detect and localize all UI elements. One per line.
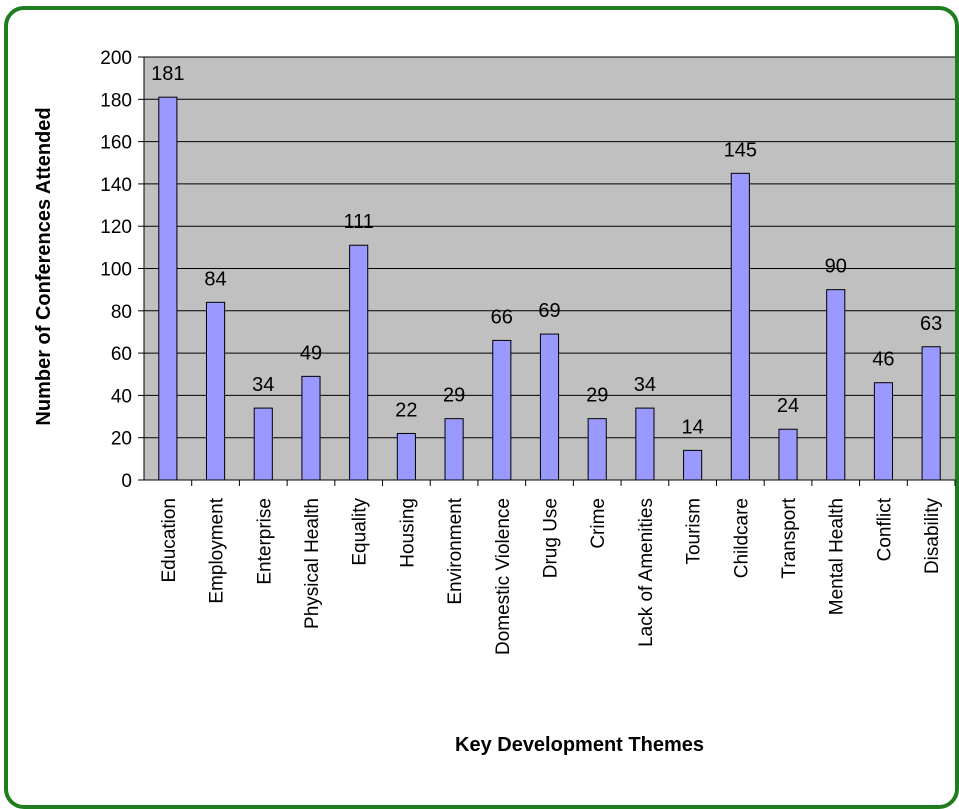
y-tick-label: 140 — [100, 175, 132, 196]
data-label: 29 — [586, 385, 608, 407]
data-label: 111 — [343, 211, 373, 233]
x-tick-label: Childcare — [731, 498, 752, 578]
data-label: 29 — [443, 385, 465, 407]
y-axis-title: Number of Conferences Attended — [33, 107, 55, 425]
data-label: 63 — [920, 313, 942, 335]
x-tick-label: Employment — [207, 497, 228, 603]
bar — [587, 418, 607, 481]
bar — [730, 172, 750, 481]
data-label: 66 — [491, 306, 513, 328]
data-label: 34 — [634, 374, 656, 396]
x-tick-label: Drug Use — [541, 498, 562, 578]
bar — [683, 449, 703, 481]
x-tick-label: Housing — [397, 498, 418, 568]
data-label: 84 — [204, 268, 226, 290]
bar — [921, 346, 941, 481]
x-tick-label: Conflict — [874, 497, 895, 561]
data-label: 14 — [681, 416, 703, 438]
x-tick-label: Tourism — [684, 498, 705, 565]
labels: 0 20 40 60 80 100 120 140 160 180 200 181 Education 8… — [100, 48, 943, 655]
y-tick-label: 200 — [100, 48, 132, 69]
bar — [873, 382, 894, 481]
y-tick-label: 160 — [100, 133, 132, 154]
data-label: 22 — [395, 399, 417, 421]
data-label: 69 — [538, 300, 560, 322]
x-tick-label: Physical Health — [302, 498, 323, 629]
bar — [826, 289, 846, 481]
data-label: 145 — [724, 139, 757, 161]
x-tick-label: Disability — [922, 498, 943, 575]
bar — [349, 244, 369, 481]
y-tick-label: 20 — [111, 429, 132, 450]
y-tick-label: 0 — [121, 471, 132, 492]
x-tick-label: Lack of Amenities — [636, 498, 657, 647]
y-tick-label: 80 — [111, 302, 132, 323]
x-tick-label: Mental Health — [827, 498, 848, 615]
y-tick-label: 100 — [100, 260, 132, 281]
x-axis-title: Key Development Themes — [455, 734, 704, 756]
x-tick-label: Education — [159, 498, 180, 583]
bar-chart: 0 20 40 60 80 100 120 140 160 180 200 181 Education 8… — [33, 48, 956, 756]
bar — [778, 428, 798, 481]
data-label: 90 — [825, 256, 847, 278]
x-tick-label: Equality — [350, 498, 371, 566]
bars — [158, 96, 941, 481]
x-tick-label: Crime — [588, 498, 609, 549]
data-label: 34 — [252, 374, 274, 396]
bar — [205, 301, 226, 481]
y-tick-label: 60 — [111, 344, 132, 365]
bar — [253, 407, 273, 481]
data-label: 46 — [872, 349, 894, 371]
axes — [138, 56, 956, 486]
x-tick-label: Enterprise — [254, 498, 275, 585]
x-tick-label: Domestic Violence — [493, 498, 514, 655]
bar — [539, 333, 560, 481]
bar — [635, 407, 655, 481]
data-label: 181 — [151, 63, 184, 85]
bar — [301, 375, 321, 481]
y-tick-label: 40 — [111, 386, 132, 407]
x-tick-label: Environment — [445, 497, 466, 604]
data-label: 49 — [300, 342, 322, 364]
bar — [396, 432, 416, 481]
y-tick-label: 120 — [100, 217, 132, 238]
bar — [492, 339, 512, 481]
data-label: 24 — [777, 395, 799, 417]
x-tick-label: Transport — [779, 497, 800, 578]
y-tick-label: 180 — [100, 90, 132, 111]
bar — [444, 418, 464, 481]
bar — [158, 96, 178, 481]
